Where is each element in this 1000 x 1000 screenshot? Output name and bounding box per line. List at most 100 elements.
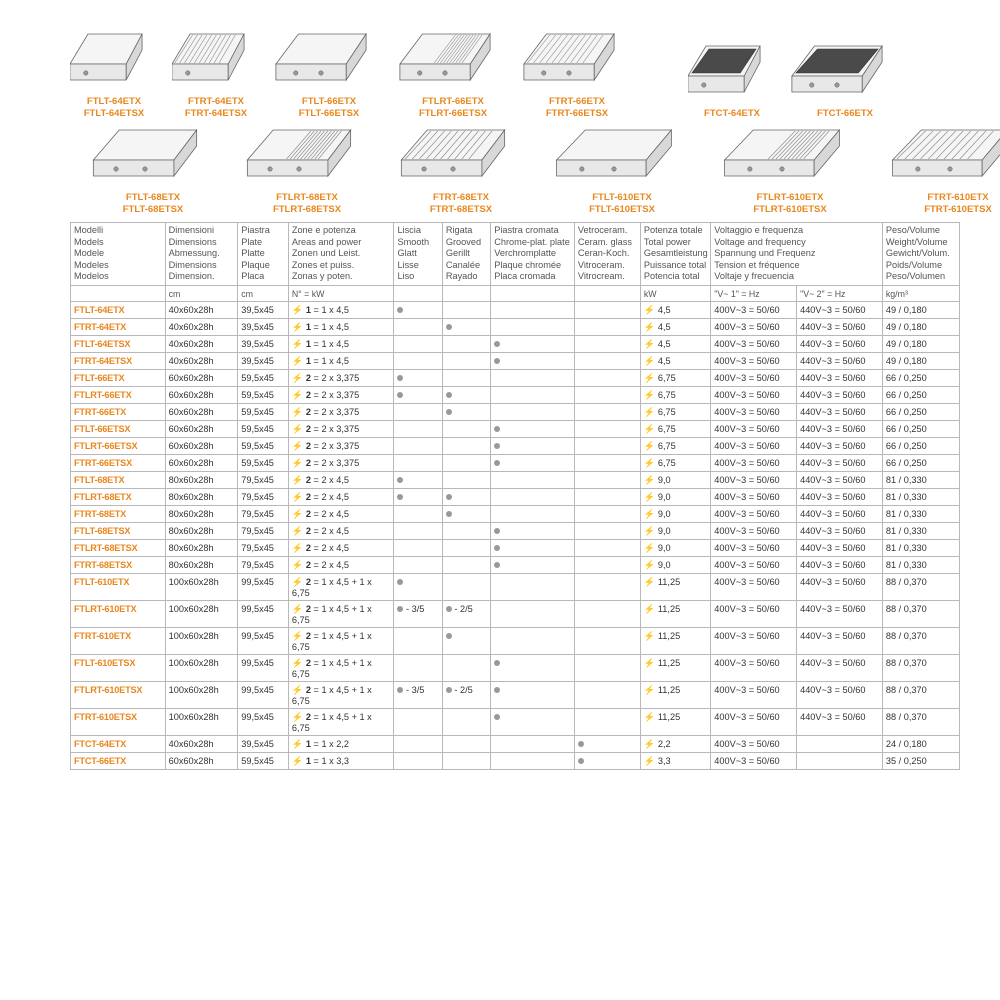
v1-cell: 400V~3 = 50/60	[711, 628, 797, 655]
dot-icon	[578, 741, 584, 747]
plate-cell: 39,5x45	[238, 736, 289, 753]
v1-cell: 400V~3 = 50/60	[711, 421, 797, 438]
groove-cell	[442, 370, 490, 387]
v2-cell: 440V~3 = 50/60	[797, 404, 883, 421]
v2-cell: 440V~3 = 50/60	[797, 506, 883, 523]
v1-cell: 400V~3 = 50/60	[711, 472, 797, 489]
dim-cell: 80x60x28h	[165, 489, 238, 506]
table-row: FTLT-66ETSX 60x60x28h 59,5x45 ⚡ 2 = 2 x …	[71, 421, 960, 438]
table-row: FTLT-64ETSX 40x60x28h 39,5x45 ⚡ 1 = 1 x …	[71, 336, 960, 353]
thumbnail-label: FTLT-64ETXFTLT-64ETSX	[84, 96, 145, 120]
table-row: FTRT-68ETSX 80x60x28h 79,5x45 ⚡ 2 = 2 x …	[71, 557, 960, 574]
v1-cell: 400V~3 = 50/60	[711, 438, 797, 455]
weight-cell: 66 / 0,250	[882, 404, 959, 421]
weight-cell: 35 / 0,250	[882, 753, 959, 770]
column-header: Zone e potenzaAreas and powerZonen und L…	[288, 222, 394, 286]
v1-cell: 400V~3 = 50/60	[711, 709, 797, 736]
thumbnail-label: FTLT-68ETXFTLT-68ETSX	[123, 192, 184, 216]
plate-cell: 79,5x45	[238, 557, 289, 574]
product-thumbnail: FTLT-66ETXFTLT-66ETSX	[274, 30, 384, 120]
groove-cell	[442, 709, 490, 736]
zone-cell: ⚡ 2 = 1 x 4,5 + 1 x 6,75	[288, 574, 394, 601]
v2-cell: 440V~3 = 50/60	[797, 540, 883, 557]
thumbnail-label: FTRT-68ETXFTRT-68ETSX	[430, 192, 492, 216]
column-header: Peso/VolumeWeight/VolumeGewicht/Volum.Po…	[882, 222, 959, 286]
model-cell: FTLRT-610ETSX	[71, 682, 166, 709]
header-row: ModelliModelsModeleModelesModelosDimensi…	[71, 222, 960, 286]
dim-cell: 100x60x28h	[165, 655, 238, 682]
weight-cell: 88 / 0,370	[882, 709, 959, 736]
smooth-cell	[394, 709, 442, 736]
zone-cell: ⚡ 1 = 1 x 4,5	[288, 319, 394, 336]
bolt-icon: ⚡	[292, 424, 303, 434]
v2-cell: 440V~3 = 50/60	[797, 574, 883, 601]
chrome-cell	[491, 489, 575, 506]
weight-cell: 49 / 0,180	[882, 302, 959, 319]
bolt-icon: ⚡	[644, 543, 655, 553]
v1-cell: 400V~3 = 50/60	[711, 506, 797, 523]
dot-icon	[446, 324, 452, 330]
bolt-icon: ⚡	[292, 492, 303, 502]
zone-cell: ⚡ 2 = 1 x 4,5 + 1 x 6,75	[288, 628, 394, 655]
groove-cell	[442, 302, 490, 319]
bolt-icon: ⚡	[644, 339, 655, 349]
smooth-cell	[394, 438, 442, 455]
groove-cell: - 2/5	[442, 682, 490, 709]
dim-cell: 60x60x28h	[165, 455, 238, 472]
power-cell: ⚡ 11,25	[640, 574, 710, 601]
model-cell: FTRT-64ETX	[71, 319, 166, 336]
ceram-cell	[574, 387, 640, 404]
weight-cell: 81 / 0,330	[882, 489, 959, 506]
table-row: FTRT-66ETSX 60x60x28h 59,5x45 ⚡ 2 = 2 x …	[71, 455, 960, 472]
bolt-icon: ⚡	[292, 356, 303, 366]
ceram-cell	[574, 753, 640, 770]
dim-cell: 80x60x28h	[165, 472, 238, 489]
groove-cell	[442, 506, 490, 523]
dim-cell: 40x60x28h	[165, 353, 238, 370]
ceram-cell	[574, 489, 640, 506]
groove-cell	[442, 736, 490, 753]
smooth-cell	[394, 574, 442, 601]
bolt-icon: ⚡	[644, 526, 655, 536]
bolt-icon: ⚡	[292, 509, 303, 519]
smooth-cell	[394, 753, 442, 770]
weight-cell: 49 / 0,180	[882, 353, 959, 370]
groove-cell	[442, 319, 490, 336]
product-thumbnail: FTCT-66ETX	[790, 42, 900, 120]
product-thumbnail: FTLRT-66ETXFTLRT-66ETSX	[398, 30, 508, 120]
dot-icon	[446, 606, 452, 612]
dot-icon	[446, 511, 452, 517]
ceram-cell	[574, 302, 640, 319]
v2-cell: 440V~3 = 50/60	[797, 421, 883, 438]
model-cell: FTLT-68ETX	[71, 472, 166, 489]
model-cell: FTCT-66ETX	[71, 753, 166, 770]
groove-cell: - 2/5	[442, 601, 490, 628]
bolt-icon: ⚡	[644, 441, 655, 451]
smooth-cell	[394, 489, 442, 506]
v1-cell: 400V~3 = 50/60	[711, 489, 797, 506]
groove-cell	[442, 574, 490, 601]
zone-cell: ⚡ 1 = 1 x 2,2	[288, 736, 394, 753]
model-cell: FTLT-68ETSX	[71, 523, 166, 540]
dim-cell: 60x60x28h	[165, 387, 238, 404]
thumbnail-label: FTLT-66ETXFTLT-66ETSX	[299, 96, 360, 120]
plate-cell: 99,5x45	[238, 709, 289, 736]
ceram-cell	[574, 540, 640, 557]
table-row: FTLT-64ETX 40x60x28h 39,5x45 ⚡ 1 = 1 x 4…	[71, 302, 960, 319]
v2-cell: 440V~3 = 50/60	[797, 302, 883, 319]
bolt-icon: ⚡	[292, 712, 303, 722]
column-header: Vetroceram.Ceram. glassCeran-Koch.Vitroc…	[574, 222, 640, 286]
weight-cell: 66 / 0,250	[882, 370, 959, 387]
plate-cell: 59,5x45	[238, 387, 289, 404]
table-row: FTLT-610ETSX 100x60x28h 99,5x45 ⚡ 2 = 1 …	[71, 655, 960, 682]
groove-cell	[442, 336, 490, 353]
bolt-icon: ⚡	[292, 305, 303, 315]
groove-cell	[442, 489, 490, 506]
chrome-cell	[491, 506, 575, 523]
chrome-cell	[491, 336, 575, 353]
dot-icon	[397, 606, 403, 612]
power-cell: ⚡ 9,0	[640, 489, 710, 506]
weight-cell: 66 / 0,250	[882, 421, 959, 438]
smooth-cell: - 3/5	[394, 682, 442, 709]
ceram-cell	[574, 523, 640, 540]
